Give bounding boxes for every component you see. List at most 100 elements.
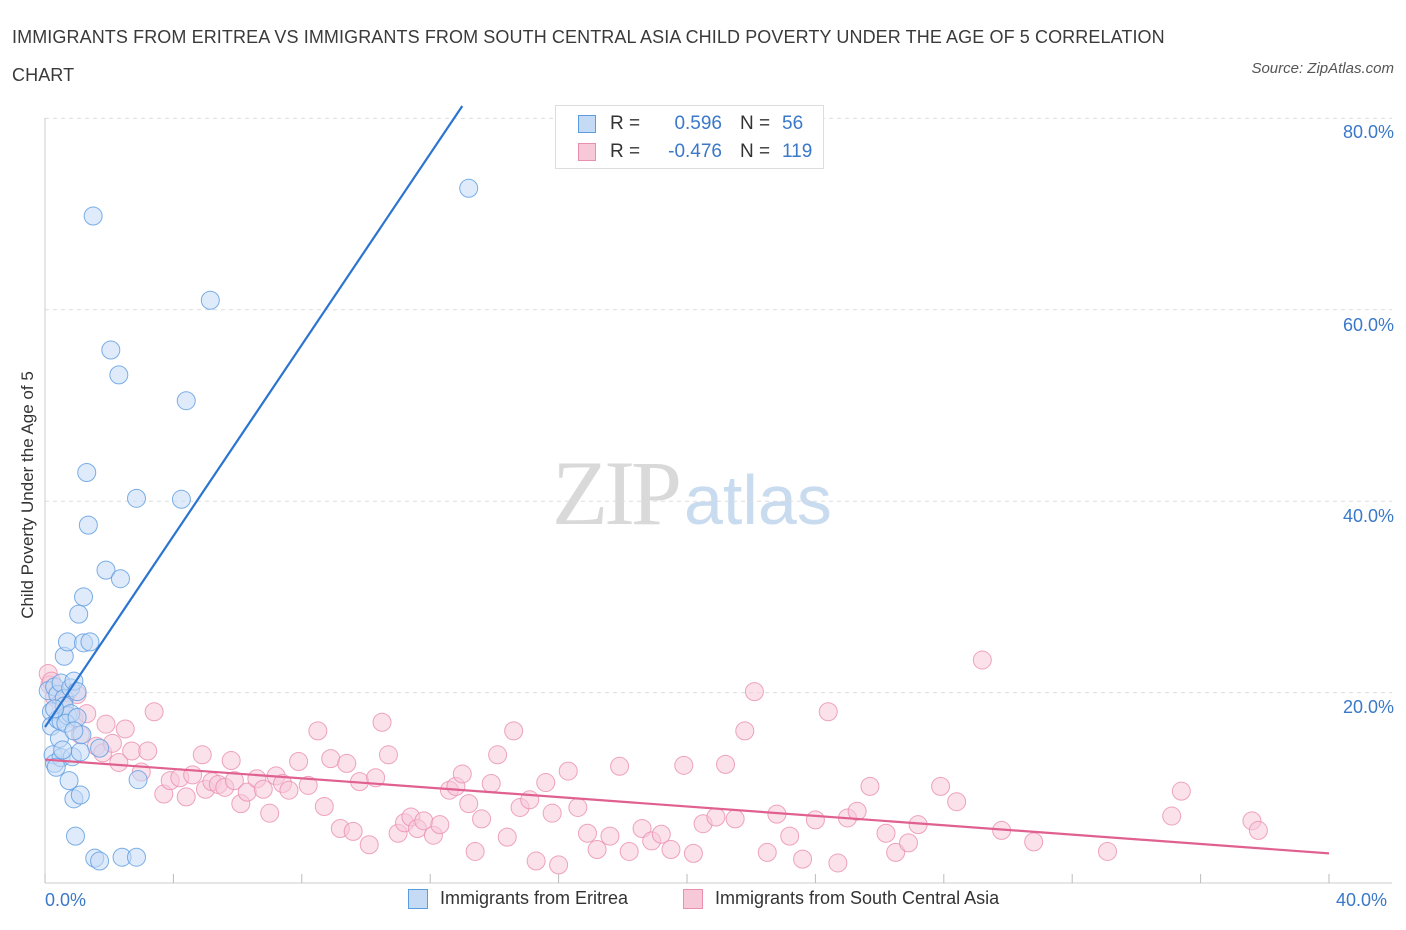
point-sca-88 (683, 843, 703, 863)
point-sca-51 (372, 712, 392, 732)
point-sca-114 (1098, 841, 1118, 861)
bottom-legend-sca: Immigrants from South Central Asia (683, 888, 999, 909)
point-sca-73 (536, 773, 556, 793)
bottom-legend-swatch-sca (683, 888, 703, 909)
point-sca-93 (735, 721, 755, 741)
point-eritrea-27 (70, 742, 90, 762)
point-sca-106 (886, 842, 906, 862)
point-sca-97 (780, 826, 800, 846)
point-sca-49 (359, 835, 379, 855)
x-tick-label-max: 40.0% (1336, 890, 1388, 910)
point-sca-62 (452, 764, 472, 784)
x-tick-label-min: 0.0% (45, 890, 87, 910)
point-eritrea-32 (78, 515, 98, 535)
point-sca-18 (138, 741, 158, 761)
point-eritrea-31 (77, 462, 97, 482)
point-sca-36 (260, 803, 280, 823)
point-sca-116 (1171, 781, 1191, 801)
point-eritrea-33 (80, 632, 100, 652)
point-sca-86 (661, 840, 681, 860)
legend-swatch-sca (578, 143, 596, 161)
point-sca-67 (488, 745, 508, 765)
point-sca-111 (972, 650, 992, 670)
point-sca-77 (568, 797, 588, 817)
bottom-legend-swatch-eritrea (408, 888, 428, 909)
point-sca-115 (1162, 806, 1182, 826)
point-sca-98 (793, 849, 813, 869)
point-sca-44 (321, 749, 341, 769)
point-sca-30 (221, 751, 241, 771)
point-sca-25 (192, 745, 212, 765)
point-sca-42 (308, 721, 328, 741)
y-tick-label-60: 60.0% (1342, 315, 1394, 335)
legend-row-sca: R = -0.476 N = 119 (578, 138, 812, 166)
point-sca-78 (577, 823, 597, 843)
bottom-legend-label-eritrea: Immigrants from Eritrea (440, 888, 629, 908)
point-sca-64 (465, 841, 485, 861)
point-sca-74 (542, 803, 562, 823)
point-sca-81 (610, 756, 630, 776)
point-eritrea-37 (90, 738, 110, 758)
point-sca-68 (497, 827, 517, 847)
point-sca-19 (144, 702, 164, 722)
y-tick-label-80: 80.0% (1342, 122, 1394, 142)
point-sca-41 (298, 775, 318, 795)
bottom-legend-eritrea: Immigrants from Eritrea (408, 888, 628, 909)
point-sca-15 (115, 719, 135, 739)
point-eritrea-34 (83, 206, 103, 226)
legend-r-value: 0.596 (674, 113, 722, 134)
point-sca-85 (651, 824, 671, 844)
point-sca-52 (378, 745, 398, 765)
legend-swatch-eritrea (578, 115, 596, 133)
point-sca-105 (876, 823, 896, 843)
point-sca-12 (96, 714, 116, 734)
point-eritrea-39 (101, 340, 121, 360)
y-tick-label-20: 20.0% (1342, 697, 1394, 717)
point-sca-80 (600, 826, 620, 846)
point-eritrea-29 (74, 587, 94, 607)
point-sca-50 (366, 768, 386, 788)
point-sca-75 (549, 855, 569, 875)
trend-line-eritrea (44, 105, 464, 728)
point-sca-100 (818, 702, 838, 722)
point-eritrea-55 (64, 721, 84, 741)
point-sca-43 (314, 796, 334, 816)
point-sca-94 (744, 682, 764, 702)
watermark-atlas: atlas (684, 461, 832, 539)
point-sca-79 (587, 840, 607, 860)
point-eritrea-25 (69, 604, 89, 624)
point-sca-24 (183, 765, 203, 785)
point-sca-31 (224, 771, 244, 791)
legend-row-eritrea: R = 0.596 N = 56 (578, 110, 803, 138)
point-eritrea-24 (67, 682, 87, 702)
point-sca-104 (860, 776, 880, 796)
point-sca-103 (847, 801, 867, 821)
legend-n-value: 56 (782, 113, 804, 134)
point-sca-101 (828, 853, 848, 873)
point-eritrea-45 (128, 770, 148, 790)
point-sca-35 (253, 779, 273, 799)
point-eritrea-51 (53, 740, 73, 760)
point-sca-72 (526, 851, 546, 871)
point-eritrea-44 (126, 488, 146, 508)
point-sca-92 (725, 809, 745, 829)
point-sca-23 (176, 787, 196, 807)
legend-r-label: R = (610, 113, 641, 134)
point-sca-46 (337, 753, 357, 773)
point-eritrea-48 (200, 290, 220, 310)
point-eritrea-40 (109, 365, 129, 385)
point-eritrea-26 (70, 785, 90, 805)
point-sca-59 (430, 815, 450, 835)
point-sca-65 (472, 809, 492, 829)
point-sca-14 (109, 752, 129, 772)
point-eritrea-17 (59, 771, 79, 791)
point-eritrea-43 (126, 847, 146, 867)
legend-r-value: -0.476 (668, 141, 722, 162)
point-sca-109 (931, 776, 951, 796)
point-eritrea-41 (110, 569, 130, 589)
point-eritrea-46 (171, 489, 191, 509)
watermark: ZIPatlas (552, 440, 832, 546)
point-sca-82 (619, 841, 639, 861)
point-sca-39 (279, 780, 299, 800)
point-sca-63 (459, 794, 479, 814)
